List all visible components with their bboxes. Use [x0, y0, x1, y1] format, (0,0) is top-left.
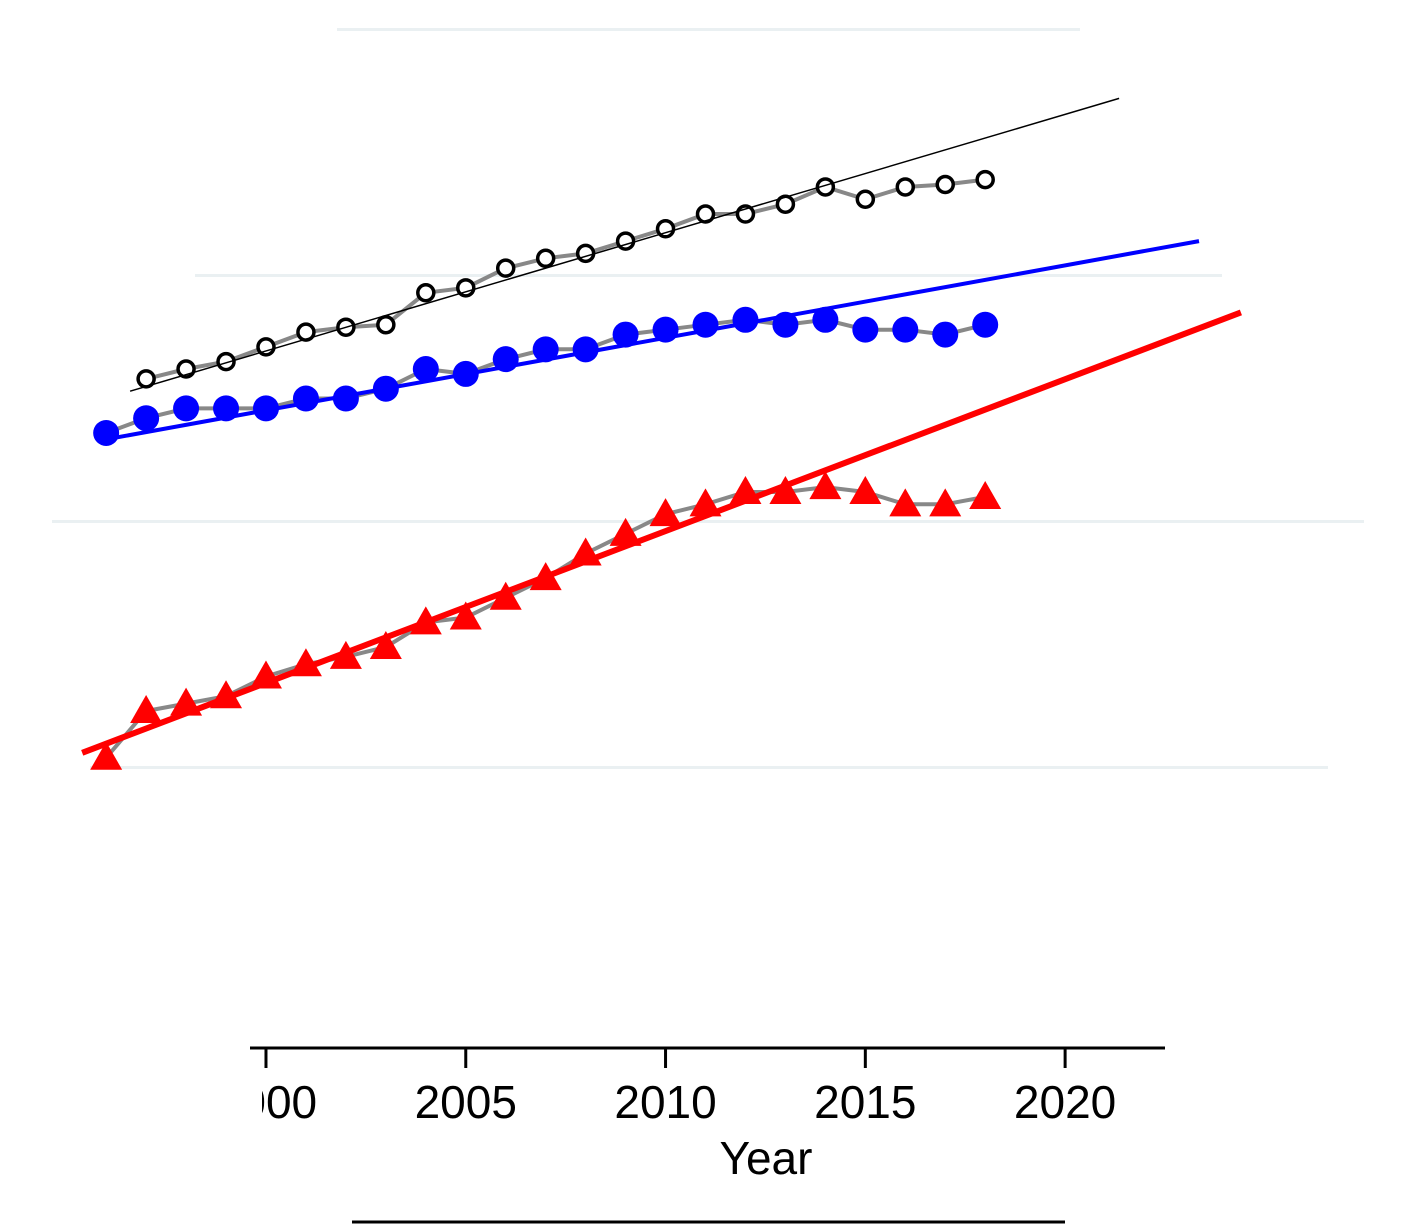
point — [332, 385, 359, 412]
point — [695, 204, 716, 224]
point — [535, 248, 556, 269]
point — [133, 405, 160, 432]
point — [889, 488, 922, 517]
point — [689, 488, 722, 517]
point — [130, 694, 163, 723]
point — [769, 476, 802, 505]
point — [489, 581, 522, 610]
x-ticks: 2000 2005 2010 2015 2020 — [215, 1076, 1116, 1128]
point — [173, 395, 200, 422]
point — [932, 321, 959, 348]
point — [649, 498, 682, 527]
point — [929, 488, 962, 517]
point — [456, 278, 476, 298]
point — [935, 174, 955, 195]
point — [972, 311, 999, 338]
point — [416, 283, 436, 303]
point — [256, 337, 276, 357]
point — [292, 385, 319, 412]
point — [809, 471, 842, 500]
point — [376, 314, 396, 335]
fit-line — [81, 309, 1242, 756]
point — [449, 601, 482, 630]
point — [849, 476, 882, 505]
point — [412, 356, 439, 383]
x-tick-label: 2000 — [215, 1076, 317, 1128]
point — [855, 189, 876, 210]
x-tick-label: 2005 — [415, 1076, 517, 1128]
point — [655, 219, 676, 239]
x-tick-label: 2020 — [1014, 1076, 1116, 1128]
series-line — [104, 485, 986, 759]
point — [612, 321, 639, 348]
point — [495, 258, 516, 278]
point — [369, 631, 402, 660]
x-axis-label: Year — [720, 1132, 813, 1184]
point — [892, 316, 919, 343]
point — [975, 169, 995, 190]
point — [969, 480, 1002, 509]
point — [812, 306, 839, 333]
point — [296, 322, 316, 342]
point — [852, 316, 879, 343]
x-tick-label: 2015 — [814, 1076, 916, 1128]
point — [90, 741, 123, 770]
point — [895, 177, 916, 197]
point — [575, 243, 596, 264]
fit-line — [129, 97, 1120, 392]
point — [572, 336, 599, 363]
point — [775, 194, 796, 214]
point — [609, 517, 642, 546]
series-line — [145, 177, 986, 381]
point — [216, 351, 236, 372]
fit-line — [99, 239, 1200, 443]
x-tick-label: 2010 — [614, 1076, 716, 1128]
point — [532, 336, 559, 363]
point — [93, 419, 120, 446]
